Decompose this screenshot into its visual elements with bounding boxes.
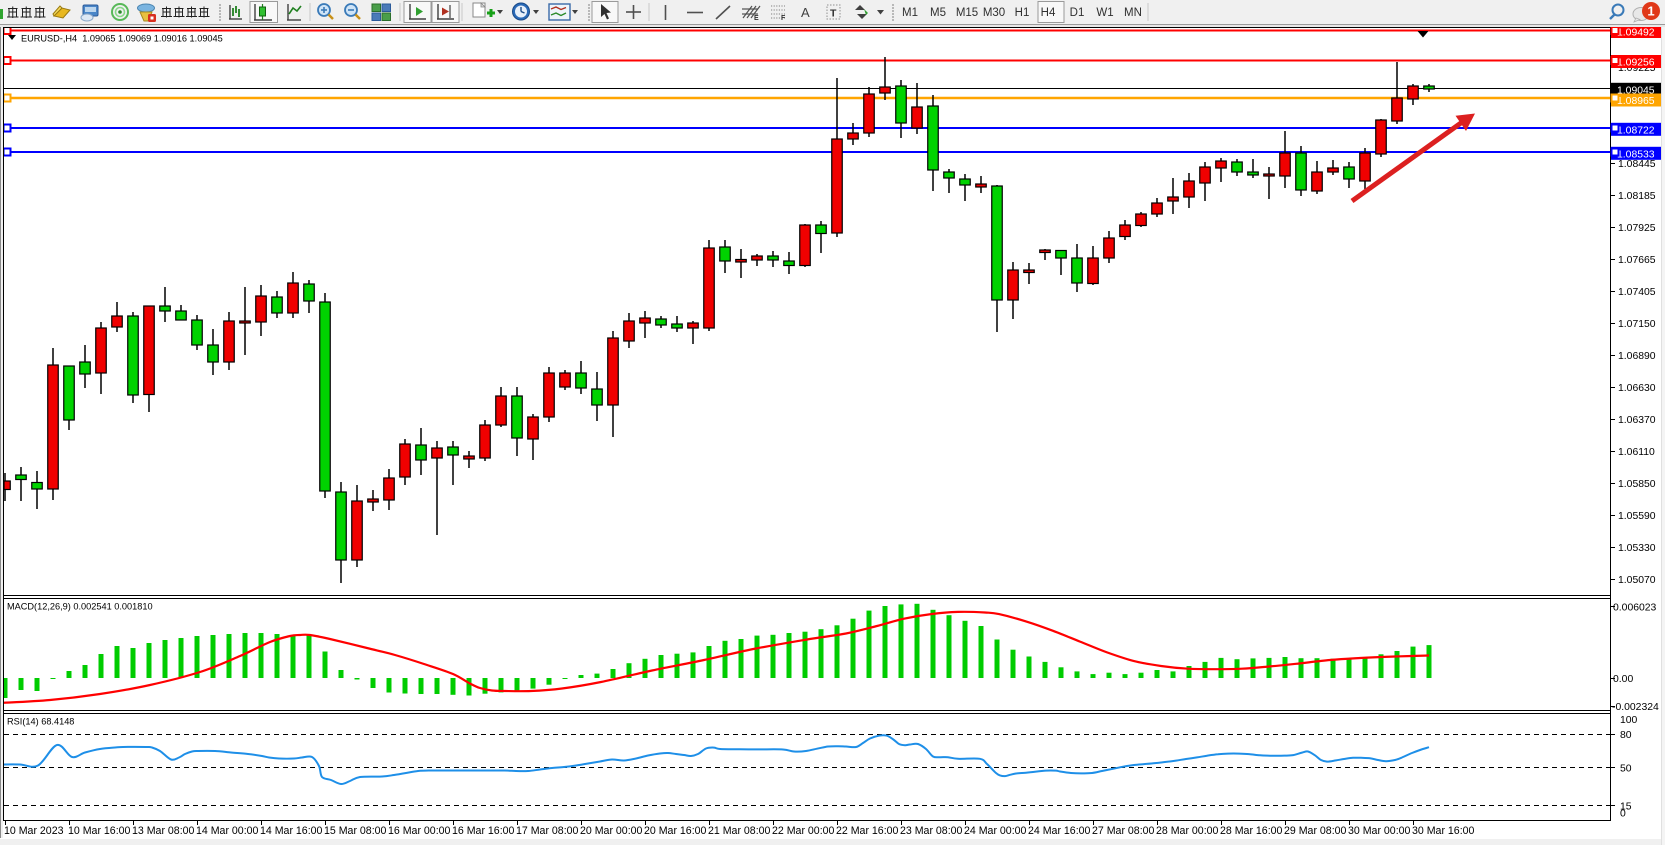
svg-text:0.00: 0.00: [1613, 674, 1633, 685]
svg-text:16 Mar 16:00: 16 Mar 16:00: [452, 825, 515, 837]
svg-text:22 Mar 00:00: 22 Mar 00:00: [772, 825, 835, 837]
svg-text:MN: MN: [1124, 7, 1142, 19]
svg-text:1.05070: 1.05070: [1618, 575, 1656, 586]
svg-text:21 Mar 08:00: 21 Mar 08:00: [708, 825, 771, 837]
svg-text:1.08533: 1.08533: [1617, 149, 1655, 160]
svg-text:1.08722: 1.08722: [1617, 125, 1655, 136]
svg-text:30 Mar 00:00: 30 Mar 00:00: [1348, 825, 1411, 837]
svg-text:1.06890: 1.06890: [1618, 351, 1656, 362]
svg-text:100: 100: [1620, 715, 1638, 726]
svg-text:H4: H4: [1041, 7, 1056, 19]
svg-text:1.08185: 1.08185: [1618, 191, 1656, 202]
svg-text:EURUSD-,H4 1.09065 1.09069 1.: EURUSD-,H4 1.09065 1.09069 1.09016 1.090…: [21, 34, 223, 44]
svg-text:24 Mar 16:00: 24 Mar 16:00: [1028, 825, 1091, 837]
svg-text:M15: M15: [956, 7, 978, 19]
svg-text:0.006023: 0.006023: [1613, 603, 1657, 614]
svg-text:27 Mar 08:00: 27 Mar 08:00: [1092, 825, 1155, 837]
svg-text:M1: M1: [902, 7, 918, 19]
svg-text:1.08445: 1.08445: [1618, 159, 1656, 170]
svg-text:1.07150: 1.07150: [1618, 319, 1656, 330]
svg-text:A: A: [801, 5, 810, 20]
svg-text:23 Mar 08:00: 23 Mar 08:00: [900, 825, 963, 837]
svg-text:15: 15: [1620, 802, 1632, 813]
svg-text:28 Mar 16:00: 28 Mar 16:00: [1220, 825, 1283, 837]
svg-text:15 Mar 08:00: 15 Mar 08:00: [324, 825, 387, 837]
svg-text:13 Mar 08:00: 13 Mar 08:00: [132, 825, 195, 837]
svg-text:H1: H1: [1015, 7, 1030, 19]
svg-text:50: 50: [1620, 764, 1632, 775]
svg-text:1.07925: 1.07925: [1618, 223, 1656, 234]
svg-text:1: 1: [1647, 4, 1654, 19]
svg-text:1.06370: 1.06370: [1618, 415, 1656, 426]
svg-text:D1: D1: [1070, 7, 1085, 19]
svg-text:1.08965: 1.08965: [1617, 96, 1655, 107]
svg-text:1.09225: 1.09225: [1618, 63, 1656, 74]
svg-text:W1: W1: [1096, 7, 1113, 19]
svg-text:28 Mar 00:00: 28 Mar 00:00: [1156, 825, 1219, 837]
svg-text:T: T: [830, 8, 837, 20]
svg-text:F: F: [781, 15, 786, 22]
svg-text:22 Mar 16:00: 22 Mar 16:00: [836, 825, 899, 837]
svg-text:29 Mar 08:00: 29 Mar 08:00: [1284, 825, 1347, 837]
svg-text:14 Mar 00:00: 14 Mar 00:00: [196, 825, 259, 837]
svg-text:1.05590: 1.05590: [1618, 511, 1656, 522]
svg-text:1.05850: 1.05850: [1618, 479, 1656, 490]
svg-text:20 Mar 00:00: 20 Mar 00:00: [580, 825, 643, 837]
svg-text:24 Mar 00:00: 24 Mar 00:00: [964, 825, 1027, 837]
svg-text:17 Mar 08:00: 17 Mar 08:00: [516, 825, 579, 837]
svg-text:-0.002324: -0.002324: [1612, 702, 1659, 713]
svg-text:M5: M5: [930, 7, 946, 19]
svg-text:1.07665: 1.07665: [1618, 255, 1656, 266]
svg-text:E: E: [754, 15, 759, 22]
svg-text:1.09045: 1.09045: [1617, 85, 1655, 96]
svg-text:1.06630: 1.06630: [1618, 383, 1656, 394]
svg-text:14 Mar 16:00: 14 Mar 16:00: [260, 825, 323, 837]
svg-text:1.09256: 1.09256: [1617, 58, 1655, 69]
svg-text:30 Mar 16:00: 30 Mar 16:00: [1412, 825, 1475, 837]
svg-text:16 Mar 00:00: 16 Mar 00:00: [388, 825, 451, 837]
svg-text:0: 0: [1620, 809, 1626, 820]
svg-text:80: 80: [1620, 730, 1632, 741]
svg-text:10 Mar 2023: 10 Mar 2023: [4, 825, 64, 837]
svg-text:1.09492: 1.09492: [1617, 28, 1655, 39]
svg-text:1.06110: 1.06110: [1618, 447, 1655, 458]
svg-text:M30: M30: [983, 7, 1005, 19]
svg-text:MACD(12,26,9) 0.002541 0.00181: MACD(12,26,9) 0.002541 0.001810: [7, 602, 153, 612]
svg-text:10 Mar 16:00: 10 Mar 16:00: [68, 825, 131, 837]
svg-text:1.07405: 1.07405: [1618, 287, 1656, 298]
svg-text:20 Mar 16:00: 20 Mar 16:00: [644, 825, 707, 837]
svg-text:1.05330: 1.05330: [1618, 543, 1656, 554]
svg-text:RSI(14) 68.4148: RSI(14) 68.4148: [7, 717, 74, 727]
